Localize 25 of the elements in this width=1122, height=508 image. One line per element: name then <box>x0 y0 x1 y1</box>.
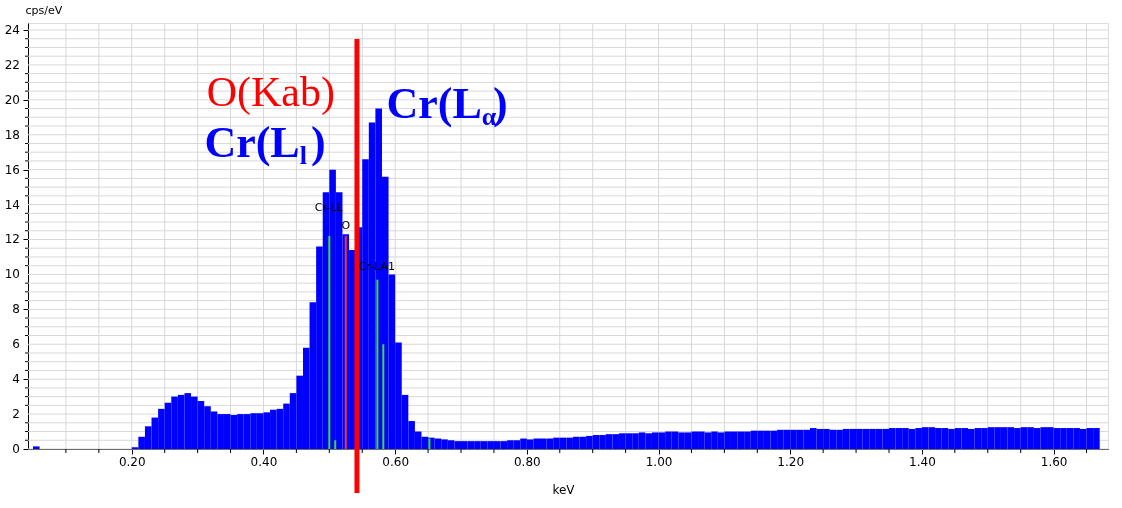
y-tick-label: 4 <box>12 372 20 387</box>
x-tick-label: 0.20 <box>118 454 146 469</box>
x-tick-label: 0.80 <box>513 454 541 469</box>
x-tick-label: 1.20 <box>777 454 805 469</box>
y-tick-label: 6 <box>12 337 20 352</box>
y-tick-label: 2 <box>12 407 20 422</box>
y-tick-label: 14 <box>4 197 20 212</box>
x-tick-label: 1.40 <box>909 454 936 469</box>
y-tick-label: 10 <box>4 267 20 282</box>
ref-line-label: O(Kab) <box>206 69 335 116</box>
y-tick-label: 18 <box>4 127 20 142</box>
y-tick-label: 8 <box>12 302 20 317</box>
x-axis-title: keV <box>552 482 576 497</box>
y-tick-label: 0 <box>12 442 20 456</box>
x-tick-label: 1.60 <box>1040 454 1068 469</box>
y-tick-label: 16 <box>4 162 20 177</box>
x-tick-label: 1.00 <box>645 454 673 469</box>
annotation: O <box>341 218 351 232</box>
x-tick-label: 0.40 <box>250 454 278 469</box>
y-tick-label: 12 <box>4 232 20 247</box>
y-axis-title: cps/eV <box>25 3 63 17</box>
x-tick-label: 0.60 <box>382 454 410 469</box>
y-tick-label: 24 <box>4 22 20 37</box>
y-tick-label: 20 <box>4 92 20 107</box>
y-tick-label: 22 <box>4 57 20 72</box>
